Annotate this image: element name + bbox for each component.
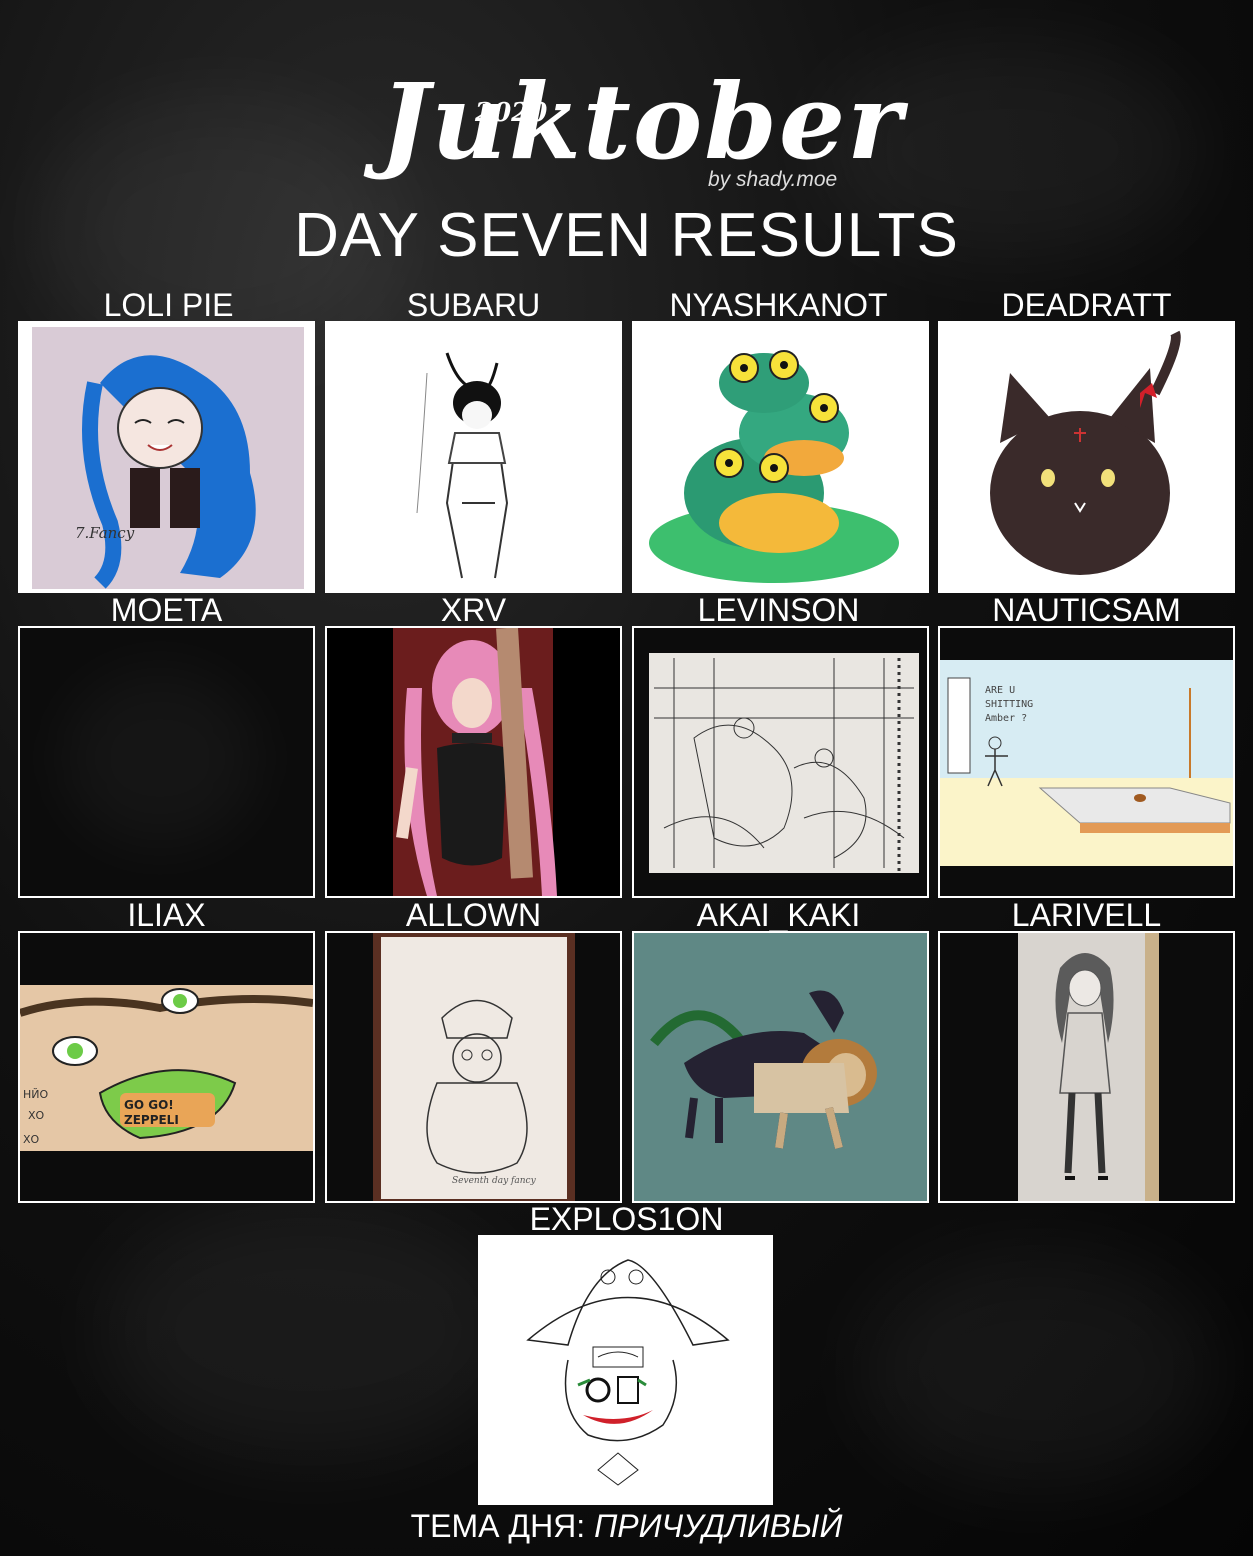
ballroom-ink-sketch-image xyxy=(649,653,919,873)
entry-frame xyxy=(632,626,929,898)
entry-frame: GO GO! ZEPPELI НЙО ХО ХО xyxy=(18,931,315,1203)
entry-name: ILIAX xyxy=(127,897,206,933)
svg-text:ARE U: ARE U xyxy=(985,685,1015,696)
svg-text:Seventh day fancy: Seventh day fancy xyxy=(452,1176,537,1186)
daily-theme-label: ТЕМА ДНЯ: xyxy=(410,1508,595,1544)
svg-text:GO GO!: GO GO! xyxy=(124,1098,174,1112)
entry-name: LOLI PIE xyxy=(103,287,234,323)
stacked-frogs-painting-image xyxy=(649,350,899,583)
entry-frame xyxy=(18,626,315,898)
svg-text:ZEPPELI: ZEPPELI xyxy=(124,1113,179,1127)
pencil-girl-sketch-image xyxy=(1018,933,1159,1201)
entry-frame: 7.Fancy xyxy=(18,321,315,593)
entry-name: AKAI_KAKI xyxy=(696,897,861,933)
entry-frame: ARE U SHITTING Amber ? xyxy=(938,626,1235,898)
entry-name: MOETA xyxy=(110,592,223,628)
svg-text:ХО: ХО xyxy=(23,1133,40,1146)
svg-text:НЙО: НЙО xyxy=(23,1088,49,1101)
witch-hat-clown-drawing-image xyxy=(526,1259,730,1486)
logo-year: 2020 xyxy=(475,98,548,128)
entry-frame xyxy=(478,1235,773,1505)
logo-wordmark: Juktober xyxy=(380,60,904,183)
entry-name: LARIVELL xyxy=(1011,897,1162,933)
entry-name: NYASHKANOT xyxy=(669,287,888,323)
svg-text:7.Fancy: 7.Fancy xyxy=(75,524,135,542)
entry-name: NAUTICSAM xyxy=(992,592,1181,628)
entry-frame xyxy=(632,931,929,1203)
page-title: DAY SEVEN RESULTS xyxy=(294,201,959,270)
svg-text:SHITTING: SHITTING xyxy=(985,699,1033,710)
entry-name: EXPLOS1ON xyxy=(529,1201,724,1237)
stick-figure-room-drawing-image: ARE U SHITTING Amber ? xyxy=(940,660,1233,866)
cat-in-hat-sketch-image: Seventh day fancy xyxy=(373,933,575,1201)
entry-name: DEADRATT xyxy=(1001,287,1172,323)
entry-frame: Seventh day fancy xyxy=(325,931,622,1203)
entry-name: ALLOWN xyxy=(405,897,542,933)
bunny-suit-woman-drawing-image xyxy=(393,628,557,896)
jojo-face-closeup-image: GO GO! ZEPPELI НЙО ХО ХО xyxy=(20,985,313,1151)
entry-frame xyxy=(325,626,622,898)
hatsune-miku-drawing-image: 7.Fancy xyxy=(32,327,304,589)
daily-theme: ТЕМА ДНЯ: ПРИЧУДЛИВЫЙ xyxy=(0,1508,1253,1545)
entry-name: XRV xyxy=(440,592,507,628)
entry-frame xyxy=(938,321,1235,593)
bunny-eared-girl-sketch-image xyxy=(416,352,509,579)
entry-frame xyxy=(938,931,1235,1203)
svg-text:ХО: ХО xyxy=(28,1109,45,1122)
entry-name: SUBARU xyxy=(406,287,541,323)
svg-text:Amber ?: Amber ? xyxy=(985,713,1027,724)
black-cat-blob-drawing-image xyxy=(990,330,1181,575)
chimera-painting-image xyxy=(650,990,877,1149)
logo: Juktober 2020 by shady.moe xyxy=(380,20,904,200)
entry-frame xyxy=(632,321,929,593)
daily-theme-value: ПРИЧУДЛИВЫЙ xyxy=(594,1508,843,1544)
logo-credit: by shady.moe xyxy=(708,168,838,191)
entry-frame xyxy=(325,321,622,593)
entry-name: LEVINSON xyxy=(697,592,860,628)
